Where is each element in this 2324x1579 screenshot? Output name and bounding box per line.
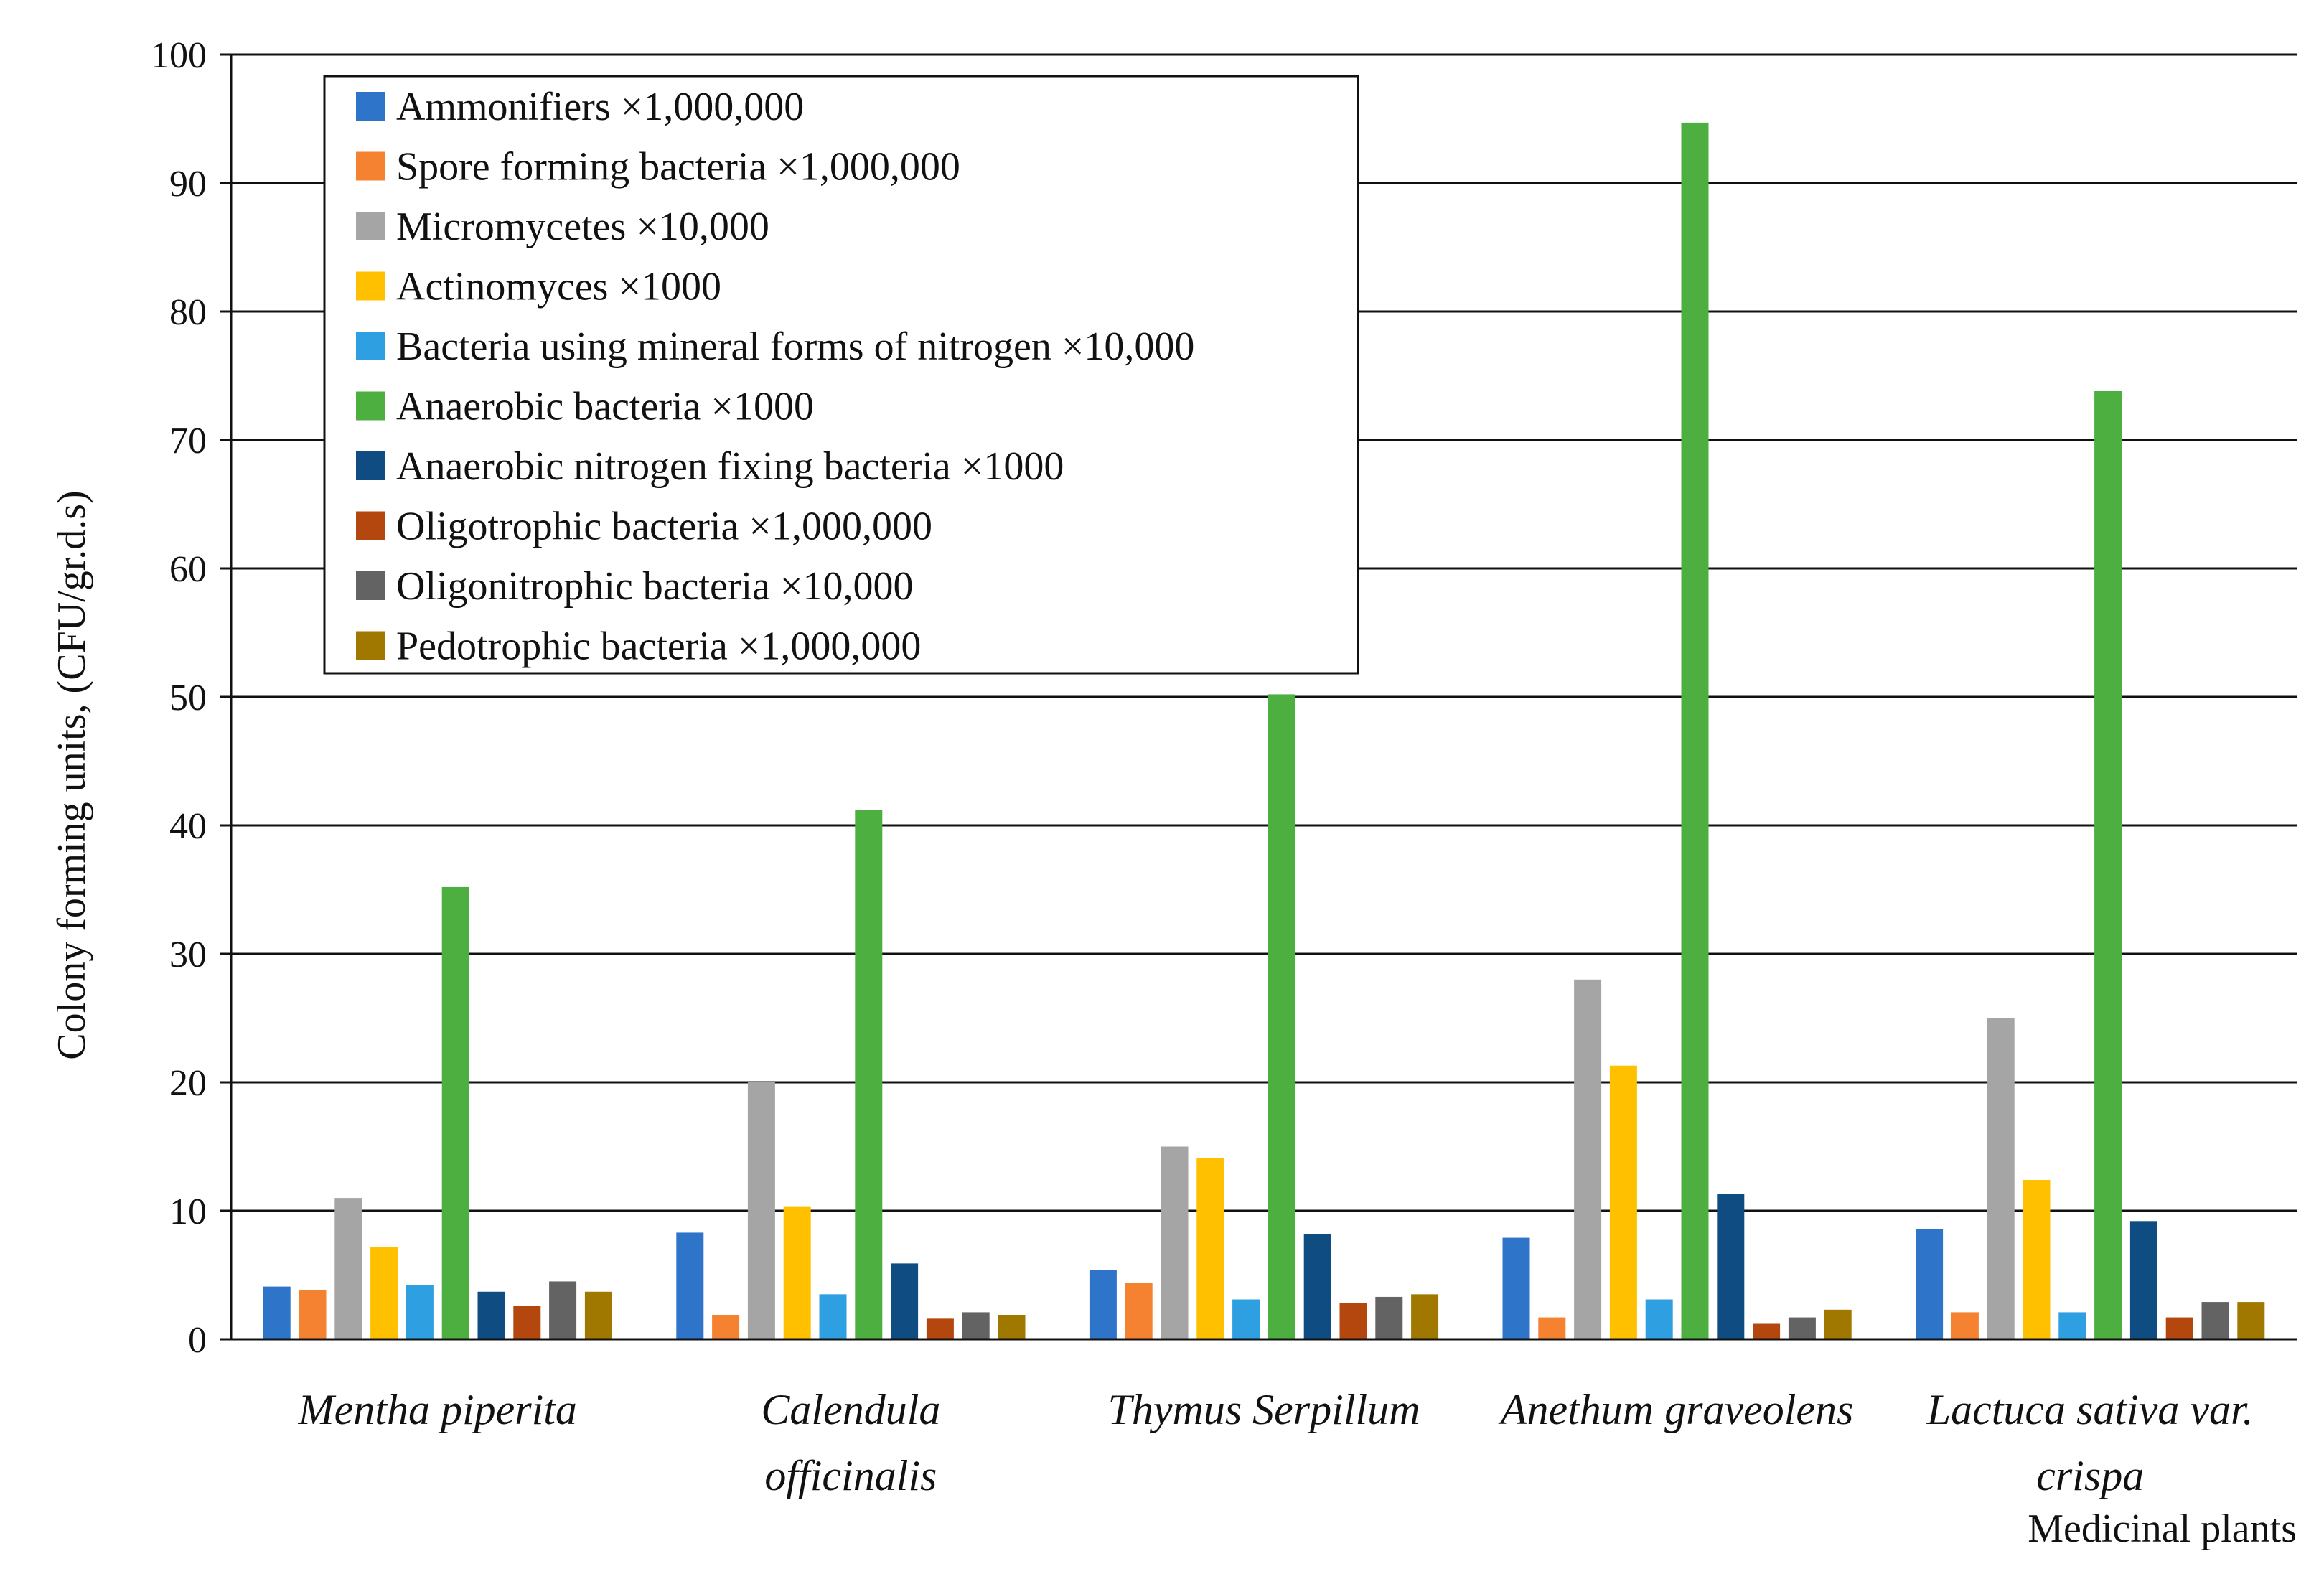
- legend-swatch: [356, 92, 385, 121]
- bar: [1574, 979, 1602, 1339]
- legend-swatch: [356, 511, 385, 540]
- bar: [1987, 1018, 2015, 1339]
- bar: [747, 1082, 775, 1339]
- bar: [1232, 1299, 1260, 1339]
- bar: [1196, 1158, 1224, 1339]
- y-tick-label: 100: [151, 35, 207, 76]
- legend-swatch: [356, 212, 385, 240]
- x-category-label: Lactuca sativa var. crispa: [1926, 1386, 2254, 1499]
- legend-swatch: [356, 151, 385, 181]
- legend: Ammonifiers ×1,000,000 Spore forming bact…: [323, 75, 1359, 675]
- legend-label: Oligonitrophic bacteria ×10,000: [396, 564, 914, 609]
- bar: [584, 1291, 612, 1339]
- bar: [263, 1286, 291, 1339]
- legend-swatch: [356, 391, 385, 421]
- x-axis-categories: Mentha piperita Calendula officinalis Thymu…: [298, 1386, 2254, 1499]
- bar: [676, 1232, 704, 1339]
- bar: [2058, 1312, 2086, 1339]
- bar: [998, 1314, 1026, 1339]
- legend-label: Bacteria using mineral forms of nitrogen…: [396, 324, 1194, 369]
- legend-box: [323, 75, 1359, 675]
- bar: [1268, 694, 1295, 1339]
- bar: [855, 810, 883, 1339]
- y-tick-label: 30: [169, 934, 207, 975]
- legend-label: Micromycetes ×10,000: [396, 205, 769, 249]
- bar: [2094, 390, 2122, 1339]
- legend-swatch: [356, 271, 385, 301]
- bar: [1645, 1299, 1673, 1339]
- bar: [2129, 1221, 2157, 1339]
- bar: [1339, 1303, 1367, 1339]
- x-category-label: Mentha piperita: [298, 1386, 577, 1433]
- legend-label: Anaerobic bacteria ×1000: [396, 385, 814, 429]
- y-tick-label: 80: [169, 292, 207, 333]
- bar: [1753, 1323, 1781, 1339]
- bar: [1609, 1065, 1637, 1339]
- bar: [712, 1314, 740, 1339]
- legend-label: Oligotrophic bacteria ×1,000,000: [396, 505, 932, 549]
- bar: [1951, 1312, 1979, 1339]
- bar: [926, 1318, 954, 1339]
- legend-swatch: [356, 571, 385, 600]
- bar: [370, 1247, 398, 1339]
- bar: [962, 1312, 990, 1339]
- legend-swatch: [356, 631, 385, 660]
- bar: [441, 886, 469, 1339]
- bar: [1824, 1309, 1852, 1339]
- y-tick-label: 10: [169, 1191, 207, 1232]
- bar: [891, 1263, 919, 1339]
- bar: [406, 1285, 434, 1339]
- x-category-label: Anethum graveolens: [1498, 1386, 1854, 1433]
- bar: [1717, 1194, 1745, 1339]
- bar: [1303, 1234, 1331, 1339]
- y-axis-title: Colony forming units, (CFU/gr.d.s): [50, 490, 94, 1059]
- legend-swatch: [356, 332, 385, 360]
- bar: [1788, 1317, 1816, 1339]
- y-tick-label: 60: [169, 549, 207, 590]
- legend-label: Ammonifiers ×1,000,000: [396, 85, 804, 129]
- bar: [299, 1290, 327, 1339]
- legend-swatch: [356, 451, 385, 480]
- x-category-label: Thymus Serpillum: [1108, 1386, 1420, 1433]
- x-axis-title: Medicinal plants: [2028, 1507, 2297, 1551]
- bar: [334, 1198, 362, 1339]
- y-tick-label: 20: [169, 1063, 207, 1104]
- bar: [1538, 1317, 1566, 1339]
- bar: [783, 1206, 811, 1339]
- bar: [477, 1291, 505, 1339]
- bar: [1125, 1283, 1153, 1339]
- bar: [1681, 122, 1709, 1339]
- bar: [1089, 1270, 1117, 1339]
- bar: [819, 1294, 847, 1339]
- bar: [513, 1306, 541, 1339]
- bar: [2023, 1180, 2051, 1339]
- bar: [2237, 1302, 2265, 1339]
- y-tick-label: 70: [169, 421, 207, 461]
- legend-label: Spore forming bacteria ×1,000,000: [396, 145, 960, 189]
- x-category-label: Calendula officinalis: [761, 1386, 940, 1499]
- bar: [1411, 1294, 1439, 1339]
- bar: [1161, 1146, 1189, 1339]
- legend-label: Pedotrophic bacteria ×1,000,000: [396, 624, 921, 669]
- y-axis-ticks: 0 10 20 30 40 50 60 70 80 90 100: [151, 35, 207, 1361]
- y-tick-label: 40: [169, 806, 207, 847]
- bar: [1375, 1296, 1403, 1339]
- bars: [263, 122, 2265, 1339]
- legend-label: Actinomyces ×1000: [396, 265, 721, 309]
- y-tick-label: 50: [169, 678, 207, 718]
- bar: [2201, 1302, 2229, 1339]
- y-tick-label: 90: [169, 164, 207, 205]
- bar: [549, 1281, 577, 1339]
- bar: [1502, 1237, 1530, 1339]
- legend-label: Anaerobic nitrogen fixing bacteria ×1000: [396, 444, 1064, 489]
- bar: [2165, 1317, 2193, 1339]
- y-tick-label: 0: [188, 1320, 207, 1361]
- bar: [1916, 1229, 1944, 1339]
